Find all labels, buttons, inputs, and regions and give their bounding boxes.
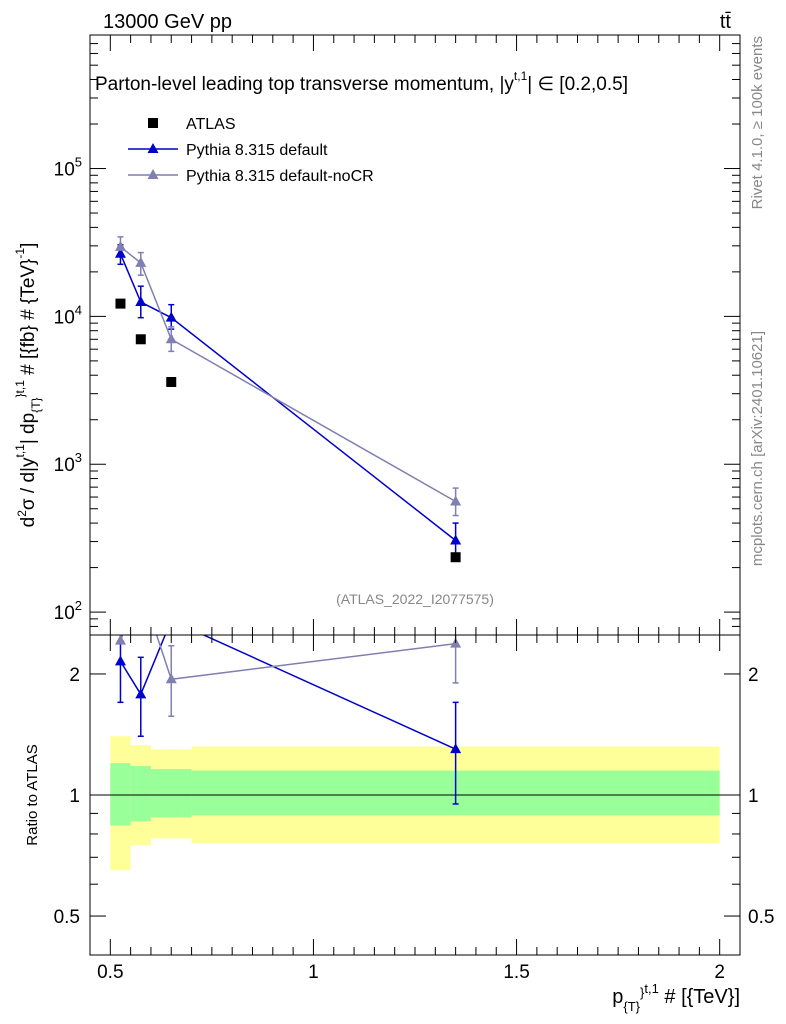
ratio-x-tick-label: 2 — [714, 962, 725, 983]
ratio-point-triangle — [114, 655, 126, 666]
main-y-tick-label: 105 — [54, 155, 82, 181]
ratio-y-tick-label: 2 — [69, 665, 80, 686]
main-x-ticks — [89, 35, 741, 635]
ratio-x-tick-label: 0.5 — [97, 962, 123, 983]
main-y-tick-label: 104 — [54, 302, 82, 328]
ratio-y-tick-label: 1 — [69, 786, 80, 807]
ratio-series-line — [119, 635, 456, 681]
main-point-triangle — [135, 296, 147, 307]
main-y-tick-label: 103 — [54, 450, 82, 476]
ratio-y-tick-label-right: 2 — [748, 665, 759, 686]
ratio-x-tick-label: 1.5 — [503, 962, 529, 983]
x-axis-label: p{T}}t,1 # [{TeV}] — [612, 981, 740, 1014]
main-point-triangle — [114, 240, 126, 251]
ratio-x-tick-label: 1 — [308, 962, 319, 983]
main-point-atlas — [166, 376, 177, 387]
watermark: (ATLAS_2022_I2077575) — [336, 591, 494, 607]
main-series-line — [120, 246, 456, 503]
process-label: tt̄ — [720, 11, 732, 33]
ratio-markers — [114, 581, 462, 754]
title-main: Parton-level leading top transverse mome… — [95, 74, 514, 95]
main-markers — [114, 240, 462, 563]
main-point-triangle — [165, 311, 177, 322]
ratio-band-inner — [110, 763, 131, 826]
main-point-atlas — [135, 334, 146, 345]
mcplots-label: mcplots.cern.ch [arXiv:2401.10621] — [749, 331, 766, 566]
ratio-y-tick-label-right: 0.5 — [748, 907, 774, 928]
title-tail: | ∈ [0.2,0.5] — [527, 74, 628, 95]
legend-nocr-marker — [147, 169, 159, 179]
main-panel: 102 103 104 105 Parton-level leading top tr… — [13, 34, 741, 636]
ratio-y-tick-label: 0.5 — [54, 907, 80, 928]
legend: ATLAS Pythia 8.315 default Pythia 8.315 … — [128, 116, 374, 185]
ratio-point-triangle — [135, 581, 146, 591]
main-point-triangle — [135, 256, 147, 267]
title-sup: t,1 — [514, 69, 528, 83]
legend-default-label: Pythia 8.315 default — [186, 142, 328, 159]
ratio-band-inner — [130, 766, 151, 822]
ratio-panel: 0.5 0.5 1 1 2 2 0.5 1 1.5 2 Ratio to ATLAS p{T}}… — [24, 581, 774, 1014]
ratio-y-tick-label-right: 1 — [748, 786, 759, 807]
legend-atlas-label: ATLAS — [186, 116, 236, 133]
ratio-bands — [110, 736, 720, 871]
ratio-point-triangle — [450, 743, 462, 754]
main-point-triangle — [450, 534, 462, 545]
legend-atlas-marker — [148, 118, 158, 128]
ratio-series-lines — [119, 635, 456, 750]
ratio-y-axis: 0.5 0.5 1 1 2 2 — [54, 665, 774, 956]
main-series-line — [119, 253, 457, 542]
main-y-label: d2σ / d|yt,1| dp{T}}t,1 # [{fb} # {TeV}-… — [13, 243, 43, 528]
main-series-lines — [119, 246, 457, 542]
ratio-x-axis: 0.5 1 1.5 2 — [89, 635, 741, 983]
ratio-band-inner — [150, 769, 192, 818]
ratio-series-line — [119, 635, 456, 750]
ratio-point-triangle — [135, 688, 147, 699]
main-point-atlas — [450, 552, 461, 563]
main-error-bars — [117, 236, 459, 558]
ratio-point-triangle — [114, 635, 126, 645]
ratio-y-label: Ratio to ATLAS — [24, 744, 41, 845]
ratio-point-triangle — [165, 673, 177, 684]
main-point-triangle — [450, 495, 462, 506]
main-point-triangle — [114, 247, 126, 258]
main-point-atlas — [115, 298, 126, 309]
main-y-tick-label: 102 — [54, 598, 82, 624]
main-y-axis: 102 103 104 105 — [54, 34, 740, 636]
rivet-label: Rivet 4.1.0, ≥ 100k events — [749, 36, 766, 209]
main-point-triangle — [165, 333, 177, 344]
legend-default-marker — [147, 143, 159, 153]
ratio-point-triangle — [166, 614, 177, 624]
legend-nocr-label: Pythia 8.315 default-noCR — [186, 168, 374, 185]
energy-label: 13000 GeV pp — [103, 11, 232, 33]
chart-title: Parton-level leading top transverse mome… — [95, 69, 628, 95]
